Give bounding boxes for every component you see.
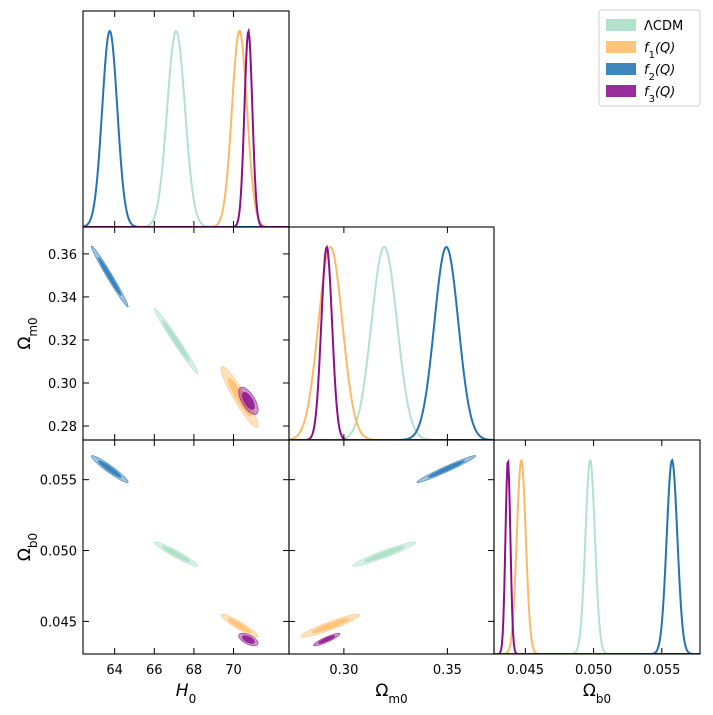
contour-CDM-H0-Ob-inner — [162, 546, 190, 562]
x-tick-label-Om-0: 0.30 — [329, 663, 358, 678]
x-tick-label-H0-1: 66 — [146, 663, 163, 678]
x-tick-label-Ob-0: 0.045 — [507, 663, 544, 678]
legend-box — [598, 9, 701, 107]
x-axis-label-H0: H0 — [176, 681, 196, 706]
y-tick-label-Ob-2: 0.055 — [40, 474, 77, 489]
y-tick-label-Om-1: 0.30 — [48, 377, 77, 392]
marginal-Ob-CDM — [494, 458, 700, 654]
contour-CDM-Om-Ob-inner — [364, 546, 405, 562]
legend-label-f2Q: f2(Q) — [644, 63, 675, 83]
contour-f1Q-Om-Ob-inner — [311, 618, 349, 634]
y-tick-label-Om-4: 0.36 — [48, 248, 77, 263]
y-tick-label-Ob-0: 0.045 — [40, 615, 77, 630]
legend-swatch-f2Q — [606, 63, 636, 75]
panel-frame-1-1 — [288, 226, 495, 441]
legend: ΛCDM f1(Q)f2(Q)f3(Q) — [598, 9, 701, 107]
x-tick-label-H0-0: 64 — [106, 663, 123, 678]
x-tick-label-H0-2: 68 — [186, 663, 203, 678]
y-tick-label-Om-2: 0.32 — [48, 334, 77, 349]
contour-f2Q-Om-Ob-inner — [427, 460, 465, 478]
marginal-H0-f3Q — [83, 27, 289, 227]
y-tick-label-Ob-1: 0.050 — [40, 545, 77, 560]
y-tick-label-Om-3: 0.34 — [48, 291, 77, 306]
marginal-Ob-f1Q — [494, 459, 700, 654]
x-tick-label-Ob-2: 0.055 — [643, 663, 680, 678]
y-tick-label-Om-0: 0.28 — [48, 420, 77, 435]
y-axis-label-Ob: Ωb0 — [15, 533, 40, 561]
legend-label-CDM: ΛCDM — [644, 19, 683, 34]
x-tick-label-Om-1: 0.35 — [433, 663, 462, 678]
x-axis-label-Om: Ωm0 — [375, 681, 407, 706]
label-layer: 64 66 68 70 0.30 0.35 0.045 0.050 0.055 0.28 0.30 0… — [15, 248, 680, 706]
x-tick-label-H0-3: 70 — [225, 663, 242, 678]
x-axis-label-Ob: Ωb0 — [583, 681, 611, 706]
legend-label-f1Q: f1(Q) — [644, 41, 675, 61]
density-curve-layer — [83, 27, 700, 654]
contour-f2Q-H0-Ob-inner — [97, 460, 122, 478]
legend-swatch-f1Q — [606, 41, 636, 53]
marginal-H0-f2Q — [83, 29, 289, 227]
panel-frame-2-1 — [288, 439, 495, 655]
panel-frame-2-2 — [493, 439, 701, 655]
contour-f1Q-H0-Ob-inner — [227, 618, 252, 634]
marginal-Om-CDM — [289, 245, 494, 440]
marginal-H0-f1Q — [83, 30, 289, 227]
contour-f3Q-H0-Om-inner — [242, 392, 255, 410]
contour-f3Q-H0-Ob-inner — [242, 635, 255, 644]
marginal-Om-f3Q — [289, 244, 494, 440]
contour-layer — [90, 245, 477, 647]
marginal-Ob-f2Q — [494, 458, 700, 654]
y-axis-label-Om: Ωm0 — [15, 317, 40, 349]
contour-f3Q-Om-Ob-inner — [318, 635, 336, 644]
legend-label-f3Q: f3(Q) — [644, 85, 675, 105]
legend-swatch-CDM — [606, 19, 636, 31]
contour-CDM-H0-Om-inner — [162, 320, 190, 362]
legend-swatch-f3Q — [606, 85, 636, 97]
x-tick-label-Ob-1: 0.050 — [575, 663, 612, 678]
contour-f2Q-H0-Om-inner — [97, 257, 122, 296]
axes-layer — [82, 10, 701, 655]
marginal-H0-CDM — [83, 30, 289, 227]
